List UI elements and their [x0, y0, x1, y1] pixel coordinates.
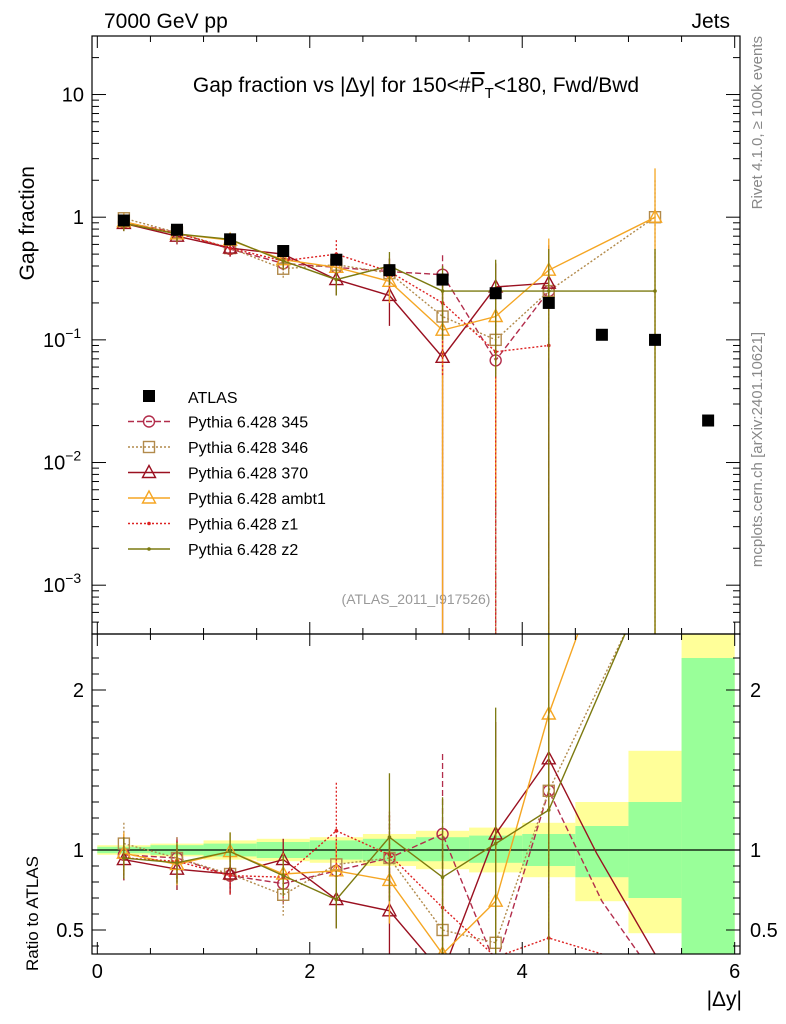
plot-title-sub: T [485, 85, 494, 102]
ratio-marker-z2 [387, 835, 392, 839]
ratio-marker-z2 [493, 841, 498, 846]
ratio-marker-z1 [228, 873, 232, 878]
atlas-data-point [595, 328, 608, 341]
x-axis-label: |Δy| [707, 988, 742, 1011]
ratio-ylabel: Ratio to ATLAS [23, 856, 42, 971]
marker-z2 [334, 277, 339, 282]
y-tick-label: 1 [73, 207, 84, 229]
x-tick-label: 4 [517, 961, 528, 983]
atlas-data-point [117, 214, 130, 227]
ratio-line-p346 [123, 634, 626, 944]
legend-marker-z2 [147, 547, 151, 551]
y-tick-label-exp: −3 [65, 570, 81, 586]
y-tick-label: 10−3 [43, 570, 81, 597]
y-tick-label-base: 10 [43, 453, 65, 475]
marker-z2 [653, 289, 657, 293]
ratio-y-tick-label: 0.5 [56, 920, 84, 942]
marker-z2 [440, 289, 445, 293]
y-tick-label: 10 [62, 85, 84, 107]
legend-marker-p346 [142, 440, 156, 454]
atlas-data-point [277, 245, 290, 258]
ratio-marker-z1 [334, 829, 339, 833]
legend-marker-atlas [143, 390, 155, 402]
legend-label-p345: Pythia 6.428 345 [188, 415, 308, 432]
ratio-marker-z2 [334, 897, 339, 902]
atlas-data-point [489, 287, 502, 300]
plot-title-suffix: <180, Fwd/Bwd [494, 74, 639, 97]
ratio-y-tick-label: 1 [73, 840, 84, 862]
series-line-p346 [123, 216, 656, 341]
plot-title-prefix: Gap fraction vs |Δy| for 150<# [193, 74, 471, 97]
band-inner [681, 658, 735, 954]
ratio-y-tick-label-right: 2 [750, 680, 761, 702]
marker-z1 [228, 246, 232, 250]
band-inner [575, 826, 629, 878]
legend-label-atlas: ATLAS [188, 390, 238, 407]
ratio-line-ambt1 [123, 634, 579, 954]
atlas-data-point [436, 273, 449, 286]
main-ylabel: Gap fraction [16, 166, 39, 280]
y-tick-label-exp: −2 [65, 448, 81, 464]
atlas-data-point [224, 233, 237, 246]
legend-marker-z1 [147, 521, 151, 526]
legend-marker-ambt1 [141, 489, 157, 504]
plot-title: Gap fraction vs |Δy| for 150<#PT<180, Fw… [193, 74, 639, 102]
atlas-data-point [330, 253, 343, 266]
ratio-line-z2 [123, 634, 626, 901]
ratio-marker-z2 [228, 849, 232, 854]
analysis-tag: (ATLAS_2011_I917526) [342, 591, 491, 607]
ratio-marker-z2 [122, 856, 126, 860]
legend-label-p370: Pythia 6.428 370 [188, 466, 308, 483]
main-series-group [116, 168, 715, 634]
y-tick-label: 10−2 [43, 448, 81, 475]
category-label: Jets [691, 10, 730, 33]
series-line-z2 [123, 222, 656, 292]
ratio-y-tick-label-right: 1 [750, 840, 761, 862]
ratio-marker-z2 [546, 808, 551, 812]
marker-z2 [281, 259, 286, 263]
legend-marker-p370 [141, 464, 157, 479]
legend-label-z1: Pythia 6.428 z1 [188, 517, 298, 534]
process-label: 7000 GeV pp [104, 10, 228, 33]
y-tick-label-base: 10 [43, 330, 65, 352]
marker-z2 [546, 289, 551, 293]
x-tick-label: 2 [304, 961, 315, 983]
ratio-marker-z2 [281, 873, 286, 878]
marker-ambt1 [381, 272, 398, 288]
rivet-version-label: Rivet 4.1.0, ≥ 100k events [749, 36, 766, 209]
ratio-marker-z2 [440, 875, 445, 879]
x-tick-label: 6 [729, 961, 740, 983]
ratio-line-p345 [123, 788, 640, 954]
legend-label-p346: Pythia 6.428 346 [188, 440, 308, 457]
atlas-data-point [702, 414, 715, 427]
ratio-uncertainty-bands [92, 634, 740, 954]
mcplots-source-label: mcplots.cern.ch [arXiv:2401.10621] [749, 332, 766, 567]
atlas-data-point [542, 296, 555, 309]
ratio-marker-z2 [175, 861, 179, 865]
legend-label-z2: Pythia 6.428 z2 [188, 542, 298, 559]
ratio-series-group [116, 634, 656, 954]
plot-title-pbar: P [471, 74, 485, 97]
legend-label-ambt1: Pythia 6.428 ambt1 [188, 491, 326, 508]
ratio-y-tick-label: 2 [73, 680, 84, 702]
legend-marker-p345 [142, 415, 156, 428]
y-tick-label-exp: −1 [65, 325, 81, 341]
atlas-data-point [383, 264, 396, 277]
ratio-line-z1 [123, 829, 603, 954]
ratio-marker-p370 [222, 865, 238, 880]
marker-ambt1 [647, 208, 663, 223]
legend: ATLAS Pythia 6.428 345 Pythia 6.428 346 Pyt… [128, 390, 326, 559]
ratio-marker-ambt1 [437, 945, 448, 954]
atlas-data-point [170, 223, 183, 236]
y-tick-label-base: 10 [43, 575, 65, 597]
x-tick-label: 0 [92, 961, 103, 983]
y-tick-label: 10−1 [43, 325, 81, 352]
ratio-y-tick-label-right: 0.5 [750, 920, 778, 942]
atlas-data-point [649, 333, 662, 346]
